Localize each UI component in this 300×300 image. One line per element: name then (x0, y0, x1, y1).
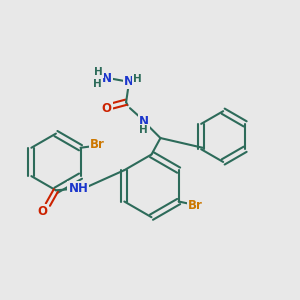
Text: N: N (139, 115, 149, 128)
Text: Br: Br (89, 138, 104, 151)
Text: N: N (124, 75, 134, 88)
Text: O: O (38, 205, 47, 218)
Text: N: N (102, 72, 112, 85)
Text: H: H (93, 79, 102, 89)
Text: O: O (102, 102, 112, 115)
Text: H: H (94, 68, 103, 77)
Text: H: H (139, 125, 148, 135)
Text: NH: NH (68, 182, 88, 195)
Text: H: H (133, 74, 142, 84)
Text: Br: Br (188, 199, 202, 212)
